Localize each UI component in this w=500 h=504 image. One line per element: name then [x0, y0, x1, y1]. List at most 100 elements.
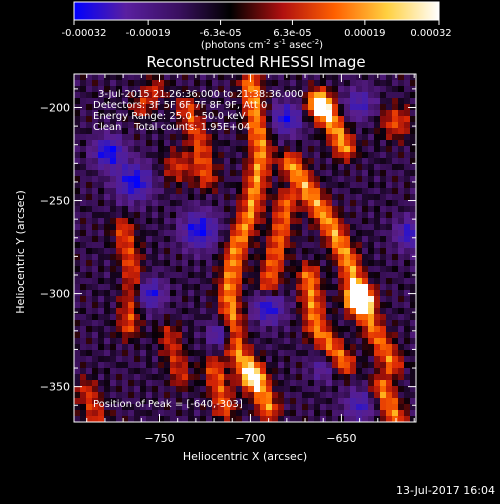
heatmap-cell	[404, 104, 410, 110]
heatmap-cell	[410, 248, 416, 254]
heatmap-cell	[218, 410, 224, 416]
heatmap-cell	[200, 374, 206, 380]
heatmap-cell	[182, 74, 188, 80]
heatmap-cell	[266, 170, 272, 176]
heatmap-cell	[230, 206, 236, 212]
heatmap-cell	[92, 140, 98, 146]
heatmap-cell	[362, 368, 368, 374]
heatmap-cell	[302, 164, 308, 170]
heatmap-cell	[326, 332, 332, 338]
heatmap-cell	[260, 200, 266, 206]
heatmap-cell	[296, 332, 302, 338]
heatmap-cell	[260, 356, 266, 362]
heatmap-cell	[368, 188, 374, 194]
heatmap-cell	[326, 344, 332, 350]
heatmap-cell	[218, 266, 224, 272]
annotation-peak-position: Position of Peak = [-640,-303]	[93, 399, 243, 410]
heatmap-cell	[368, 362, 374, 368]
heatmap-cell	[140, 176, 146, 182]
heatmap-cell	[254, 332, 260, 338]
heatmap-cell	[116, 74, 122, 80]
heatmap-cell	[230, 290, 236, 296]
heatmap-cell	[128, 200, 134, 206]
heatmap-cell	[302, 170, 308, 176]
heatmap-cell	[218, 296, 224, 302]
heatmap-cell	[140, 290, 146, 296]
heatmap-cell	[110, 188, 116, 194]
heatmap-cell	[188, 410, 194, 416]
heatmap-cell	[350, 290, 356, 296]
heatmap-cell	[122, 194, 128, 200]
heatmap-cell	[326, 92, 332, 98]
heatmap-cell	[104, 176, 110, 182]
heatmap-cell	[164, 134, 170, 140]
heatmap-cell	[392, 122, 398, 128]
heatmap-cell	[206, 404, 212, 410]
heatmap-cell	[332, 74, 338, 80]
heatmap-cell	[158, 266, 164, 272]
heatmap-cell	[272, 302, 278, 308]
heatmap-cell	[146, 368, 152, 374]
heatmap-cell	[380, 380, 386, 386]
heatmap-cell	[206, 350, 212, 356]
heatmap-cell	[182, 104, 188, 110]
heatmap-cell	[386, 290, 392, 296]
heatmap-cell	[410, 218, 416, 224]
heatmap-cell	[374, 80, 380, 86]
heatmap-cell	[188, 236, 194, 242]
heatmap-cell	[380, 284, 386, 290]
heatmap-cell	[320, 398, 326, 404]
heatmap-cell	[74, 236, 80, 242]
heatmap-cell	[398, 92, 404, 98]
heatmap-cell	[254, 236, 260, 242]
heatmap-cell	[392, 140, 398, 146]
heatmap-cell	[410, 98, 416, 104]
heatmap-cell	[272, 260, 278, 266]
heatmap-cell	[260, 80, 266, 86]
heatmap-cell	[158, 170, 164, 176]
heatmap-cell	[296, 218, 302, 224]
heatmap-cell	[86, 110, 92, 116]
heatmap-cell	[374, 236, 380, 242]
heatmap-cell	[260, 98, 266, 104]
heatmap-cell	[380, 146, 386, 152]
heatmap-cell	[104, 362, 110, 368]
heatmap-cell	[338, 266, 344, 272]
heatmap-cell	[80, 332, 86, 338]
heatmap-cell	[242, 392, 248, 398]
heatmap-cell	[182, 188, 188, 194]
heatmap-cell	[302, 254, 308, 260]
heatmap-cell	[386, 344, 392, 350]
heatmap-cell	[218, 182, 224, 188]
heatmap-cell	[236, 266, 242, 272]
heatmap-cell	[134, 302, 140, 308]
heatmap-cell	[104, 230, 110, 236]
heatmap-cell	[302, 122, 308, 128]
heatmap-cell	[248, 224, 254, 230]
heatmap-cell	[98, 146, 104, 152]
heatmap-cell	[296, 110, 302, 116]
heatmap-cell	[206, 230, 212, 236]
heatmap-cell	[308, 290, 314, 296]
heatmap-cell	[272, 380, 278, 386]
heatmap-cell	[296, 176, 302, 182]
heatmap-cell	[230, 404, 236, 410]
heatmap-cell	[266, 122, 272, 128]
heatmap-cell	[308, 152, 314, 158]
heatmap-cell	[326, 140, 332, 146]
heatmap-cell	[368, 92, 374, 98]
heatmap-cell	[284, 140, 290, 146]
heatmap-cell	[182, 158, 188, 164]
heatmap-cell	[338, 158, 344, 164]
annotation-clean-counts: Clean Total counts: 1.95E+04	[93, 122, 250, 133]
heatmap-cell	[326, 338, 332, 344]
heatmap-cell	[104, 266, 110, 272]
heatmap-cell	[134, 140, 140, 146]
heatmap-cell	[158, 374, 164, 380]
heatmap-cell	[404, 290, 410, 296]
heatmap-cell	[410, 236, 416, 242]
heatmap-cell	[260, 86, 266, 92]
heatmap-cell	[104, 200, 110, 206]
heatmap-cell	[140, 224, 146, 230]
heatmap-cell	[296, 320, 302, 326]
